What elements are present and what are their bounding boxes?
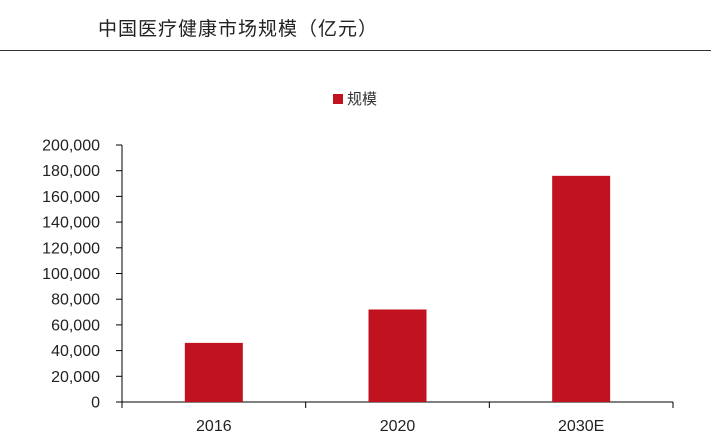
y-tick-label: 80,000 [51,292,100,309]
bar [552,175,611,402]
y-tick-label: 40,000 [51,343,100,360]
y-tick-label: 180,000 [42,163,100,180]
bar [368,309,427,402]
x-tick-label: 2020 [380,418,416,435]
y-tick-label: 100,000 [42,266,100,283]
legend-swatch [333,93,343,104]
y-tick-label: 20,000 [51,369,100,386]
bar [184,342,243,402]
x-tick-label: 2016 [196,418,232,435]
chart-legend: 规模 [333,88,377,109]
y-tick-label: 0 [91,395,100,412]
y-tick-label: 60,000 [51,317,100,334]
title-divider [0,50,711,51]
y-tick-label: 120,000 [42,240,100,257]
legend-label: 规模 [347,90,378,108]
y-tick-label: 200,000 [42,138,100,155]
x-tick-label: 2030E [558,418,604,435]
y-tick-label: 160,000 [42,189,100,206]
chart-title: 中国医疗健康市场规模（亿元） [98,18,379,40]
y-tick-label: 140,000 [42,215,100,232]
